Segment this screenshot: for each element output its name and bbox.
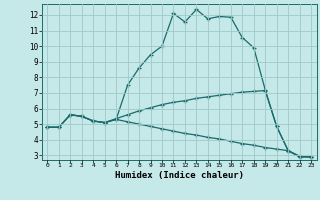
X-axis label: Humidex (Indice chaleur): Humidex (Indice chaleur) bbox=[115, 171, 244, 180]
